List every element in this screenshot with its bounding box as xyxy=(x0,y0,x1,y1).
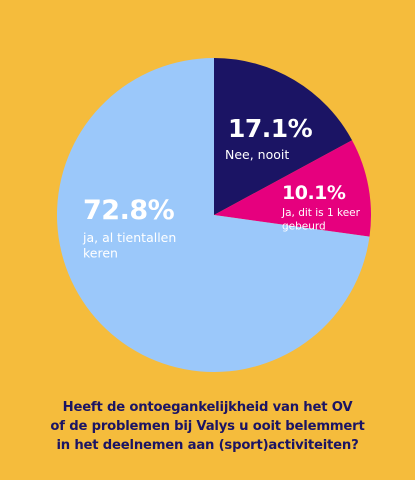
pie-chart: 17.1% Nee, nooit 10.1% Ja, dit is 1 keer geb… xyxy=(56,58,371,373)
slice-value-label-1: 17.1% xyxy=(228,114,313,143)
slice-category-label-3: ja, al tientallen xyxy=(82,230,176,245)
slice-category-label-2: gebeurd xyxy=(282,221,326,233)
slice-value-label-2: 10.1% xyxy=(282,182,346,204)
question-line-2: of de problemen bij Valys u ooit belemme… xyxy=(50,419,365,434)
pie-slice-1 xyxy=(214,58,353,215)
pie-slice-2 xyxy=(214,140,371,237)
survey-question: Heeft de ontoegankelijkheid van het OV o… xyxy=(0,398,415,455)
slice-category-label-1: Nee, nooit xyxy=(225,147,289,162)
pie-slice-3 xyxy=(56,58,370,373)
question-line-3: in het deelnemen aan (sport)activiteiten… xyxy=(56,438,359,453)
slice-category-label-2: Ja, dit is 1 keer xyxy=(281,207,361,219)
slice-category-label-3: keren xyxy=(83,246,118,261)
question-line-1: Heeft de ontoegankelijkheid van het OV xyxy=(62,400,353,415)
slice-value-label-3: 72.8% xyxy=(83,195,175,226)
